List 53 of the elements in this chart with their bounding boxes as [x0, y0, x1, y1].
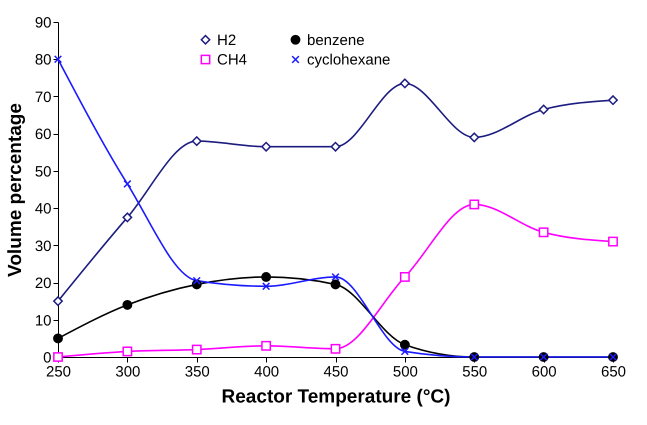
legend-label: CH4	[217, 52, 248, 68]
x-tick-label: 300	[115, 364, 140, 380]
point	[400, 347, 409, 356]
point	[261, 272, 272, 282]
x-tick-label: 350	[184, 364, 210, 380]
y-tick-label: 70	[34, 88, 52, 106]
point	[192, 276, 201, 285]
y-tick-label: 10	[34, 312, 52, 330]
point	[261, 142, 272, 152]
point	[123, 180, 132, 188]
point	[400, 272, 410, 282]
x-tick-label: 450	[323, 364, 349, 380]
point	[192, 344, 202, 354]
legend-label: cyclohexane	[307, 52, 390, 68]
point	[400, 78, 410, 88]
legend-label: benzene	[307, 32, 365, 49]
point	[262, 282, 270, 290]
point	[538, 227, 549, 238]
x-tick-label: 550	[462, 364, 488, 380]
point	[330, 142, 340, 152]
x-tick-label: 400	[254, 364, 280, 380]
point	[608, 95, 618, 106]
point	[122, 212, 132, 222]
y-tick-label: 90	[34, 14, 52, 32]
x-tick-label: 650	[600, 364, 626, 380]
point	[192, 136, 202, 146]
point	[53, 296, 63, 306]
x-tick-label: 600	[532, 364, 557, 380]
point	[400, 340, 410, 350]
point	[469, 132, 480, 142]
point	[469, 199, 480, 210]
point	[122, 346, 132, 356]
y-tick-label: 60	[34, 126, 52, 144]
y-tick-label: 80	[34, 52, 52, 69]
point	[53, 333, 63, 344]
point	[122, 300, 132, 310]
point	[330, 279, 340, 290]
legend-label: H2	[217, 32, 236, 49]
x-axis-title: Reactor Temperature (°C)	[222, 386, 450, 408]
y-tick-label: 40	[34, 200, 52, 218]
point	[261, 340, 272, 351]
x-tick-label: 250	[46, 364, 72, 380]
point	[538, 104, 549, 114]
y-tick-label: 30	[34, 238, 52, 255]
y-tick-label: 0	[43, 350, 52, 366]
point	[330, 344, 340, 354]
point	[331, 272, 340, 282]
x-tick-label: 500	[392, 364, 418, 380]
point	[608, 236, 618, 247]
y-tick-label: 50	[34, 163, 52, 180]
y-axis-title: Volume percentage	[4, 103, 26, 277]
y-tick-label: 20	[34, 275, 52, 292]
point	[54, 55, 62, 64]
